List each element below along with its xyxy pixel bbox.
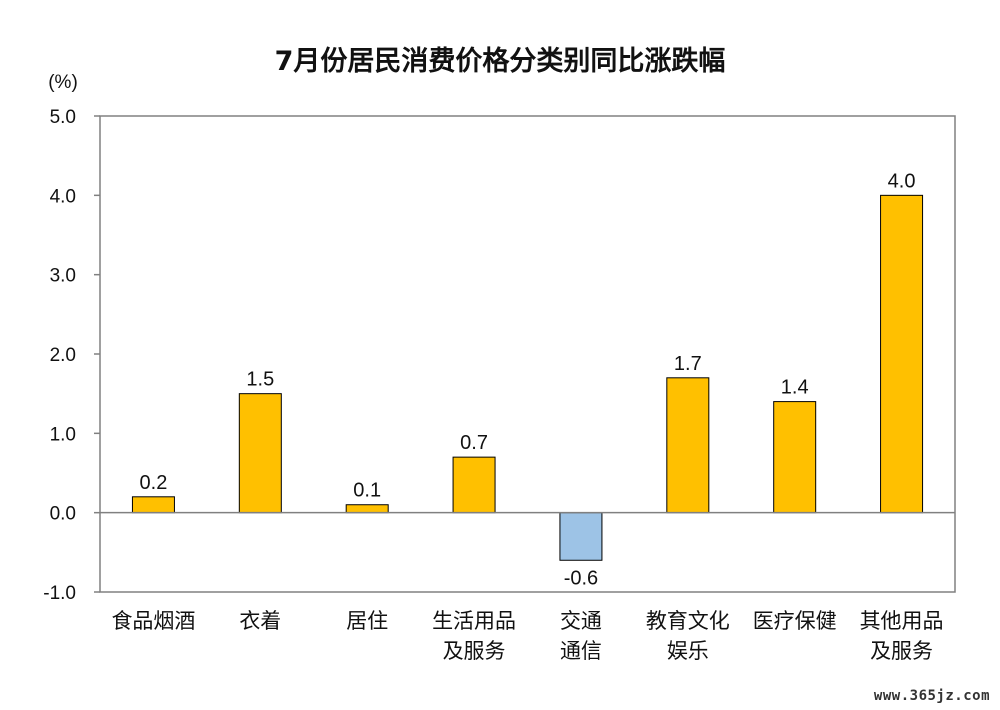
bar <box>131 496 175 514</box>
data-label: 1.4 <box>781 377 809 399</box>
data-label: 1.5 <box>246 369 274 391</box>
y-tick-label: 4.0 <box>50 186 76 207</box>
bar <box>773 401 817 514</box>
bar <box>880 194 924 514</box>
data-label: 0.1 <box>353 480 381 502</box>
bar <box>345 504 389 514</box>
y-tick-label: -1.0 <box>43 583 76 604</box>
bar <box>666 377 710 514</box>
category-label: 及服务 <box>443 639 506 663</box>
category-label: 衣着 <box>239 609 281 633</box>
category-label: 食品烟酒 <box>111 609 195 633</box>
bar <box>452 456 496 514</box>
category-label: 其他用品 <box>860 609 944 633</box>
plot-area <box>99 115 956 593</box>
y-tick-label: 3.0 <box>50 266 76 287</box>
data-label: 1.7 <box>674 353 702 375</box>
y-tick-label: 5.0 <box>50 107 76 128</box>
category-label: 及服务 <box>870 639 933 663</box>
category-label: 交通 <box>560 609 602 633</box>
y-tick-label: 1.0 <box>50 424 76 445</box>
category-label: 医疗保健 <box>753 609 837 633</box>
data-label: 0.7 <box>460 432 488 454</box>
data-label: 0.2 <box>140 472 168 494</box>
category-label: 居住 <box>346 609 388 633</box>
category-label: 娱乐 <box>667 639 709 663</box>
data-label: -0.6 <box>564 567 598 589</box>
y-tick-label: 0.0 <box>50 504 76 525</box>
category-label: 通信 <box>560 639 602 663</box>
category-label: 教育文化 <box>646 609 730 633</box>
chart-title: 7月份居民消费价格分类别同比涨跌幅 <box>275 46 726 77</box>
data-label: 4.0 <box>888 170 916 192</box>
y-axis-unit: (%) <box>48 72 78 93</box>
watermark: www.365jz.com <box>873 688 990 704</box>
bar <box>559 512 603 561</box>
y-axis: 5.0 4.0 3.0 2.0 1.0 0.0 -1.0 <box>43 107 100 604</box>
bar <box>238 393 282 514</box>
category-label: 生活用品 <box>432 609 516 633</box>
bars <box>131 194 924 561</box>
data-labels: 0.2 1.5 0.1 0.7 -0.6 1.7 1.4 4.0 <box>140 170 916 589</box>
y-tick-label: 2.0 <box>50 345 76 366</box>
